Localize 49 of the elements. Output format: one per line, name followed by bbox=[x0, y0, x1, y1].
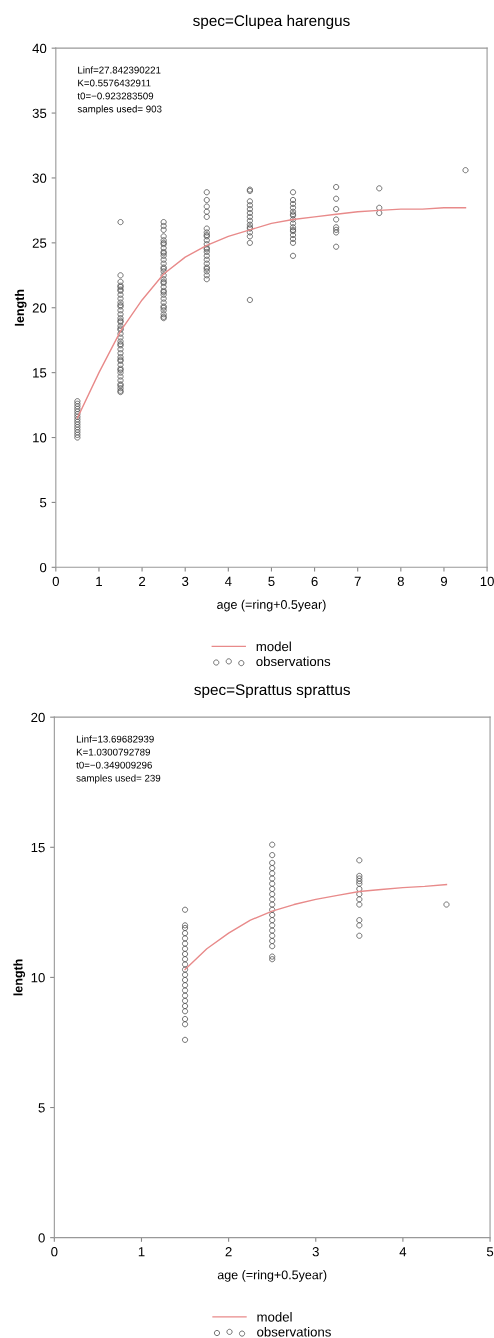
legend-label: model bbox=[257, 1311, 292, 1322]
x-tick-label: 3 bbox=[312, 1247, 319, 1257]
x-tick-label: 0 bbox=[52, 576, 59, 587]
annotation: samples used= 239 bbox=[76, 774, 161, 784]
y-axis-title: length bbox=[13, 959, 26, 996]
y-axis-title: length bbox=[14, 289, 27, 326]
x-tick-label: 4 bbox=[224, 576, 232, 586]
y-tick-label: 10 bbox=[31, 972, 45, 983]
legend-label: observations bbox=[257, 1326, 331, 1337]
y-tick-label: 5 bbox=[38, 1103, 45, 1113]
x-tick-label: 2 bbox=[225, 1247, 232, 1257]
x-tick-label: 5 bbox=[268, 576, 275, 587]
y-tick-label: 15 bbox=[33, 368, 47, 378]
y-tick-label: 35 bbox=[32, 108, 47, 118]
x-tick-label: 5 bbox=[486, 1247, 494, 1257]
x-tick-label: 7 bbox=[354, 576, 361, 586]
legend-label: model bbox=[256, 641, 291, 652]
y-tick-label: 30 bbox=[32, 173, 47, 183]
legend-label: observations bbox=[256, 656, 331, 667]
x-tick-label: 1 bbox=[96, 576, 102, 586]
chart-title: spec=Sprattus sprattus bbox=[194, 684, 350, 699]
y-tick-label: 25 bbox=[32, 238, 47, 248]
x-tick-label: 2 bbox=[139, 576, 146, 586]
x-tick-label: 9 bbox=[440, 576, 447, 587]
x-axis-title: age (=ring+0.5year) bbox=[217, 1270, 327, 1282]
y-tick-label: 15 bbox=[31, 842, 45, 853]
x-tick-label: 10 bbox=[480, 576, 494, 587]
y-tick-label: 5 bbox=[39, 498, 47, 508]
y-tick-label: 20 bbox=[31, 712, 45, 723]
y-tick-label: 10 bbox=[33, 433, 47, 443]
x-tick-label: 0 bbox=[51, 1247, 58, 1257]
y-tick-label: 40 bbox=[32, 43, 47, 54]
x-tick-label: 4 bbox=[399, 1247, 407, 1257]
annotation: t0=−0.349009296 bbox=[76, 761, 152, 769]
annotation: t0=−0.923283509 bbox=[77, 92, 154, 100]
y-tick-label: 20 bbox=[32, 303, 47, 313]
annotation: samples used= 903 bbox=[77, 105, 162, 115]
x-axis-title: age (=ring+0.5year) bbox=[217, 599, 326, 612]
annotation: Linf=13.69682939 bbox=[76, 735, 154, 743]
x-tick-label: 6 bbox=[311, 576, 318, 587]
annotation: Linf=27.842390221 bbox=[78, 66, 161, 74]
chart-title: spec=Clupea harengus bbox=[193, 14, 350, 30]
y-tick-label: 0 bbox=[38, 1233, 45, 1243]
x-tick-label: 8 bbox=[397, 576, 404, 587]
y-tick-label: 0 bbox=[39, 562, 47, 573]
annotation: K=1.0300792789 bbox=[76, 748, 151, 756]
x-tick-label: 1 bbox=[138, 1247, 145, 1257]
x-tick-label: 3 bbox=[182, 576, 189, 587]
annotation: K=0.5576432911 bbox=[78, 79, 151, 87]
